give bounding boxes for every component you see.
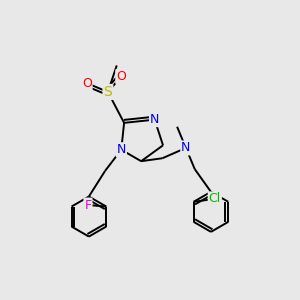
Text: N: N <box>181 141 190 154</box>
Text: N: N <box>117 143 126 156</box>
Text: F: F <box>84 199 92 212</box>
Text: O: O <box>82 76 92 90</box>
Text: Cl: Cl <box>209 192 221 206</box>
Text: O: O <box>116 70 126 83</box>
Text: N: N <box>150 113 159 126</box>
Text: S: S <box>103 85 112 99</box>
